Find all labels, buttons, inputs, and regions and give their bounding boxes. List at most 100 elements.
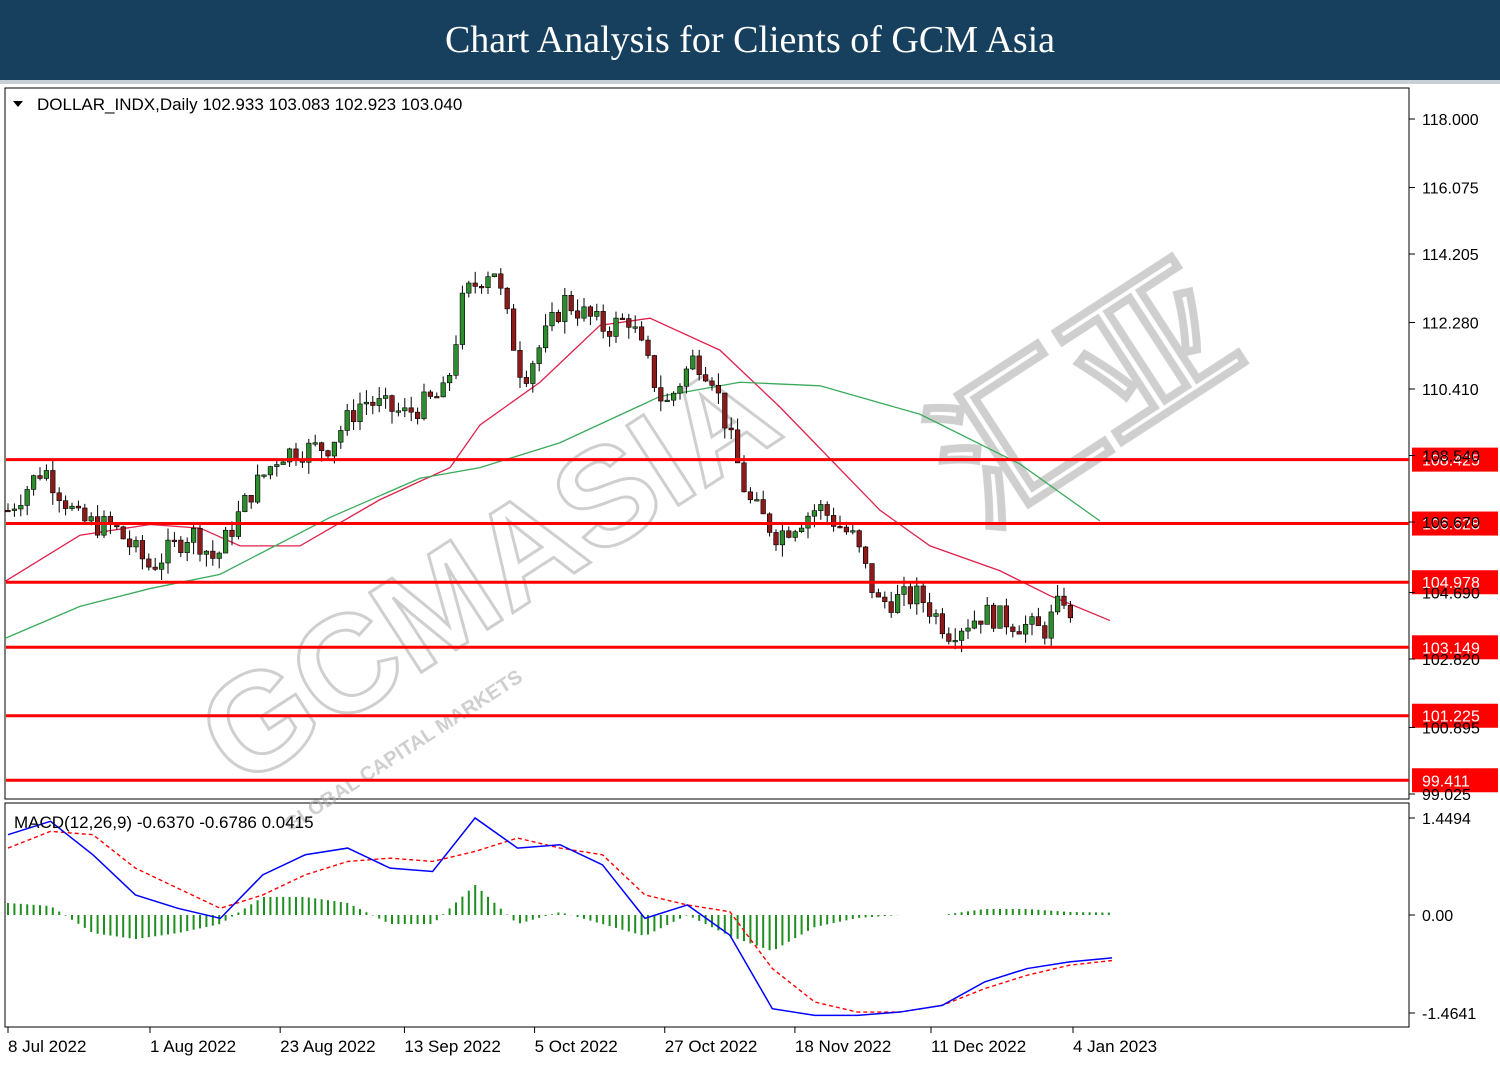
level-price-tag [1412,768,1498,793]
candle-body [363,401,370,405]
candle-body [843,526,849,533]
candle-body [101,516,107,536]
candle-body [747,491,753,501]
candle-body [152,566,158,570]
candle-body [37,475,43,479]
candle-body [120,526,126,540]
macd-label: MACD(12,26,9) -0.6370 -0.6786 0.0415 [14,813,314,832]
candle-body [306,442,312,463]
candle-body [894,594,901,613]
candle-body [920,585,926,603]
candle-body [504,287,510,310]
macd-axis: 1.4494 0.00 -1.4641 [1409,811,1476,1023]
candle-body [1055,595,1061,613]
candle-body [248,494,254,503]
candle-body [626,318,632,328]
candle-body [498,273,504,289]
time-tick-label: 4 Jan 2023 [1073,1037,1157,1056]
candle-body [651,355,657,388]
candle-body [434,396,440,399]
candle-body [402,407,408,412]
candle-body [664,399,670,402]
candle-body [146,558,152,568]
candle-body [127,538,133,548]
candle-body [587,306,593,317]
candle-body [677,385,683,394]
candle-body [594,311,600,317]
candle-body [926,602,933,617]
candle-body [267,466,274,476]
candle-body [542,325,549,349]
candle-body [223,529,229,554]
level-price-label: 101.225 [1422,709,1480,726]
candle-body [338,430,344,443]
macd-main-line [7,816,1113,1017]
candle-body [255,474,261,503]
candle-body [11,508,18,511]
candle-body [75,505,81,509]
candle-body [485,276,491,289]
time-tick-label: 5 Oct 2022 [535,1037,618,1056]
candle-body [370,401,376,406]
level-price-label: 108.425 [1422,453,1480,470]
banner-title: Chart Analysis for Clients of GCM Asia [444,19,1056,61]
candle-body [491,273,498,277]
candle-body [658,387,664,402]
candle-body [159,562,165,570]
candle-body [600,311,606,332]
candle-body [965,627,971,632]
candle-body [453,344,459,376]
dropdown-arrow-icon[interactable] [13,101,23,107]
candle-body [414,411,421,419]
candle-body [229,529,235,537]
candle-body [850,530,856,533]
price-tick-label: 104.690 [1422,585,1480,602]
candle-body [50,470,56,494]
candle-body [274,464,280,467]
candle-body [914,585,920,605]
candle-body [517,350,523,378]
candle-body [971,620,977,629]
candle-body [242,494,248,513]
candle-body [645,339,651,356]
time-tick-label: 1 Aug 2022 [150,1037,236,1056]
candle-body [478,286,485,289]
candle-body [1003,605,1009,628]
candle-body [741,462,747,493]
candle-body [683,368,689,387]
candle-body [331,441,338,457]
candle-body [581,306,587,319]
candle-body [1035,616,1041,626]
candle-body [869,563,875,593]
candle-body [811,510,817,517]
candle-body [786,530,792,538]
candle-body [408,407,414,413]
candle-body [830,515,837,527]
candle-body [798,527,805,532]
candle-body [197,528,203,555]
candle-body [715,384,721,394]
level-price-label: 104.978 [1422,575,1480,592]
candle-body [523,377,529,384]
time-tick-label: 18 Nov 2022 [795,1037,891,1056]
level-price-label: 103.149 [1422,640,1480,657]
candle-body [376,398,382,406]
candle-body [722,392,728,429]
candle-body [690,355,696,370]
candle-body [43,470,49,479]
candle-body [901,586,907,595]
level-price-tag [1412,570,1498,595]
time-tick-label: 8 Jul 2022 [8,1037,86,1056]
chart-banner: Chart Analysis for Clients of GCM Asia [0,0,1500,80]
candle-body [1016,631,1022,635]
candlestick-layer [5,268,1073,653]
candle-body [907,586,913,605]
price-tick-label: 106.670 [1422,515,1480,532]
candle-body [382,395,389,399]
candle-body [824,504,830,516]
candle-body [30,475,37,490]
candle-body [1042,625,1048,639]
macd-tick-label: 0.00 [1422,908,1453,925]
candle-body [171,539,178,542]
